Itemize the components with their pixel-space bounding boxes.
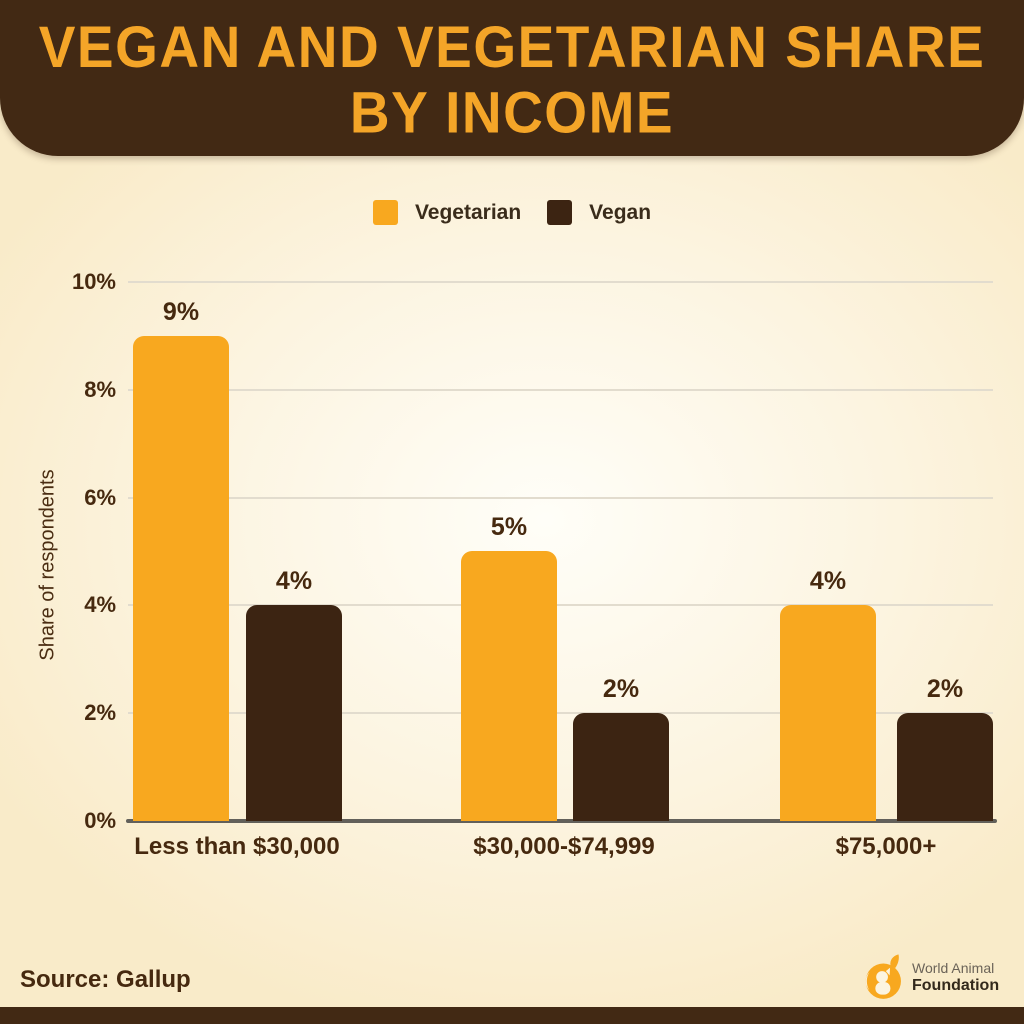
logo-line2: Foundation (912, 976, 1000, 994)
logo-wordmark: World Animal Foundation (912, 960, 999, 995)
legend-label-vegan: Vegan (589, 200, 652, 224)
legend-item-vegan: Vegan (547, 200, 651, 225)
header-banner: VEGAN AND VEGETARIAN SHARE BY INCOME (0, 0, 1024, 156)
y-tick-label: 8% (84, 377, 116, 402)
gridline-2pct (128, 712, 993, 714)
gridline-6pct (128, 497, 993, 499)
gridline-8pct (128, 389, 993, 391)
animal-paw-flame-icon (865, 954, 901, 999)
value-label-vegetarian-0: 9% (162, 298, 200, 326)
chart-legend: Vegetarian Vegan (0, 200, 1024, 225)
source-note: Source: Gallup (20, 966, 191, 993)
page-title-line2: BY INCOME (349, 79, 675, 146)
y-tick-label: 6% (84, 485, 116, 510)
legend-item-vegetarian: Vegetarian (372, 200, 522, 225)
value-label-vegetarian-1: 5% (490, 513, 528, 541)
y-tick-label: 4% (84, 592, 116, 617)
category-label-0: Less than $30,000 (134, 833, 340, 860)
footer-bar (0, 1007, 1024, 1024)
x-axis-line (126, 819, 997, 823)
bar-vegetarian-1 (461, 551, 557, 821)
logo-line1: World Animal (912, 959, 995, 976)
bar-vegetarian-2 (780, 605, 876, 821)
gridline-4pct (128, 604, 993, 606)
bar-vegan-1 (573, 713, 669, 821)
world-animal-foundation-logo: World Animal Foundation (864, 953, 999, 1001)
category-label-2: $75,000+ (835, 833, 937, 860)
vegetarian-swatch-icon (372, 200, 398, 225)
bar-vegetarian-0 (133, 336, 229, 821)
value-label-vegan-2: 2% (926, 675, 964, 703)
gridline-10pct (128, 281, 993, 283)
value-label-vegetarian-2: 4% (809, 567, 847, 595)
y-tick-label: 0% (84, 808, 116, 833)
y-tick-label: 2% (84, 700, 116, 725)
page-title-line1: VEGAN AND VEGETARIAN SHARE (38, 13, 986, 80)
page-title: VEGAN AND VEGETARIAN SHARE BY INCOME (0, 0, 1024, 145)
value-label-vegan-0: 4% (275, 567, 313, 595)
bar-vegan-2 (897, 713, 993, 821)
value-label-vegan-1: 2% (602, 675, 640, 703)
legend-label-vegetarian: Vegetarian (414, 200, 522, 224)
vegan-swatch-icon (547, 200, 573, 225)
category-label-1: $30,000-$74,999 (473, 833, 655, 860)
bar-vegan-0 (246, 605, 342, 821)
y-tick-label: 10% (71, 269, 116, 294)
